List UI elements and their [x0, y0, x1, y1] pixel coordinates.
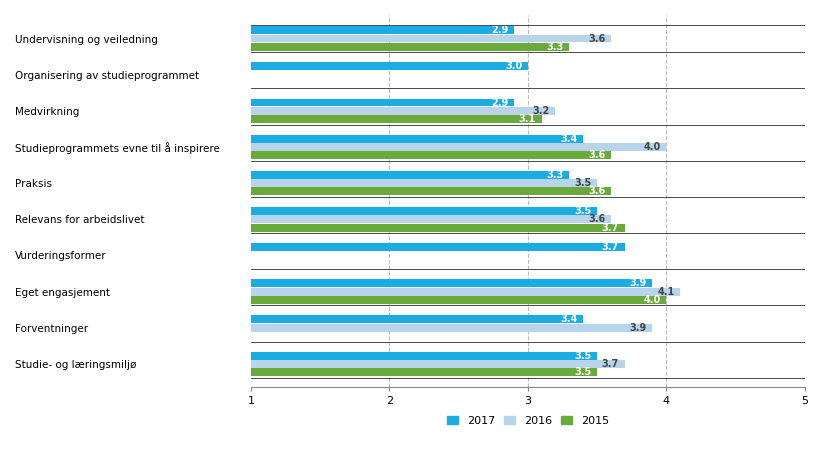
Text: 3.6: 3.6	[588, 186, 605, 197]
Text: 3.6: 3.6	[588, 150, 605, 160]
Bar	[251, 352, 597, 360]
Bar	[251, 288, 680, 296]
Text: 3.5: 3.5	[574, 178, 592, 188]
Bar	[251, 224, 625, 232]
Text: 3.7: 3.7	[602, 359, 619, 369]
Text: 3.7: 3.7	[602, 223, 619, 233]
Text: 2.9: 2.9	[491, 98, 509, 107]
Text: 2.9: 2.9	[491, 25, 509, 35]
Bar	[251, 151, 611, 159]
Text: 3.3: 3.3	[546, 170, 564, 180]
Bar	[251, 368, 597, 376]
Text: 4.1: 4.1	[658, 287, 675, 297]
Text: 3.9: 3.9	[630, 323, 647, 333]
Bar	[251, 171, 570, 179]
Bar	[251, 324, 653, 332]
Bar	[251, 179, 597, 187]
Bar	[251, 26, 514, 34]
Text: 3.4: 3.4	[560, 134, 578, 144]
Bar	[251, 296, 666, 304]
Bar	[251, 35, 611, 42]
Text: 3.7: 3.7	[602, 242, 619, 252]
Text: 3.9: 3.9	[630, 278, 647, 288]
Bar	[251, 243, 625, 251]
Text: 3.3: 3.3	[546, 42, 564, 52]
Bar	[251, 143, 666, 151]
Text: 3.5: 3.5	[574, 367, 592, 377]
Bar	[251, 316, 584, 324]
Bar	[251, 107, 556, 115]
Bar	[251, 279, 653, 287]
Text: 4.0: 4.0	[644, 295, 661, 305]
Bar	[251, 63, 528, 71]
Text: 4.0: 4.0	[644, 142, 661, 152]
Bar	[251, 99, 514, 106]
Text: 3.1: 3.1	[518, 114, 536, 124]
Bar	[251, 360, 625, 368]
Bar	[251, 134, 584, 142]
Bar	[251, 187, 611, 196]
Text: 3.5: 3.5	[574, 351, 592, 361]
Text: 3.2: 3.2	[532, 106, 550, 116]
Text: 3.6: 3.6	[588, 34, 605, 43]
Text: 3.4: 3.4	[560, 314, 578, 325]
Bar	[251, 207, 597, 215]
Text: 3.5: 3.5	[574, 206, 592, 216]
Text: 3.6: 3.6	[588, 214, 605, 224]
Legend: 2017, 2016, 2015: 2017, 2016, 2015	[442, 411, 613, 430]
Bar	[251, 43, 570, 51]
Text: 3.0: 3.0	[505, 61, 523, 71]
Bar	[251, 215, 611, 223]
Bar	[251, 115, 542, 123]
